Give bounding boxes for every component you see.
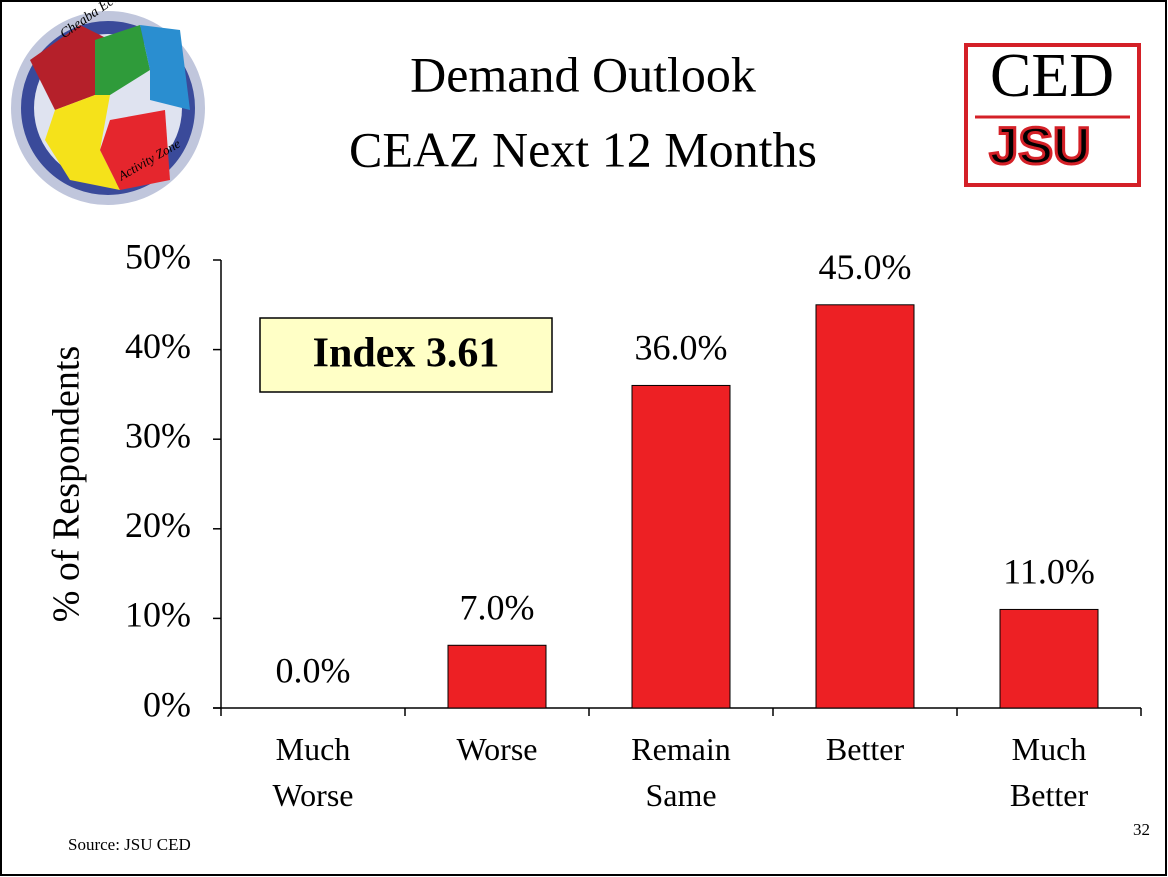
bar bbox=[447, 644, 547, 709]
value-label: 36.0% bbox=[635, 328, 728, 368]
source: Source: JSU CED bbox=[68, 835, 191, 854]
page-number: 32 bbox=[1133, 820, 1150, 839]
chart-title: CEAZ Next 12 Months bbox=[349, 121, 817, 177]
x-tick-label: Better bbox=[826, 731, 905, 767]
annotation-box bbox=[259, 317, 553, 393]
y-tick-label: 0% bbox=[143, 684, 191, 724]
right-logo: CED JSU bbox=[964, 42, 1141, 187]
x-tick-label: Much Better bbox=[1010, 731, 1089, 813]
value-label: 7.0% bbox=[460, 588, 535, 628]
value-label: 11.0% bbox=[1003, 552, 1095, 592]
bar bbox=[631, 384, 731, 709]
y-axis-label: % of Respondents bbox=[46, 346, 88, 623]
left-logo: Cheaba Economic Activity Zone bbox=[11, 0, 205, 205]
y-tick-label: 40% bbox=[125, 326, 191, 366]
x-tick-label: Much Worse bbox=[273, 731, 354, 813]
bar bbox=[999, 608, 1099, 709]
y-tick-label: 30% bbox=[125, 415, 191, 455]
x-tick-label: Worse bbox=[457, 731, 538, 767]
y-tick-label: 50% bbox=[125, 236, 191, 276]
value-label: 0.0% bbox=[276, 650, 351, 690]
y-tick-label: 10% bbox=[125, 595, 191, 635]
logo-text: CED bbox=[990, 42, 1114, 110]
chart-title: Demand Outlook bbox=[410, 46, 756, 102]
bar bbox=[815, 304, 915, 709]
value-label: 45.0% bbox=[819, 247, 912, 287]
annotation: Index 3.61 bbox=[313, 331, 500, 377]
logo-text: JSU bbox=[989, 118, 1090, 176]
x-tick-label: Remain Same bbox=[631, 731, 731, 813]
y-tick-label: 20% bbox=[125, 505, 191, 545]
